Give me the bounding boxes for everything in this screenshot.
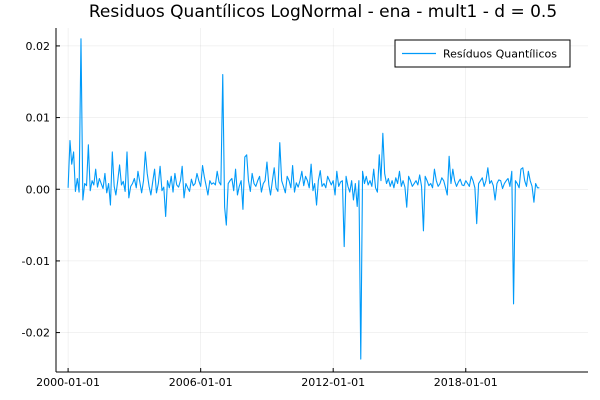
series-layer — [67, 38, 540, 360]
y-tick-label: -0.02 — [22, 327, 50, 340]
chart-title: Residuos Quantílicos LogNormal - ena - m… — [89, 2, 557, 22]
grid — [56, 28, 588, 372]
x-tick-label: 2012-01-01 — [301, 376, 365, 389]
x-tick-label: 2018-01-01 — [434, 376, 498, 389]
legend-label: Resíduos Quantílicos — [443, 48, 557, 61]
x-axis-ticks: 2000-01-01 2006-01-01 2012-01-01 2018-01-01 — [36, 368, 498, 389]
legend: Resíduos Quantílicos — [394, 39, 571, 68]
y-axis-ticks: 0.02 0.01 0.00 -0.01 -0.02 — [22, 40, 60, 340]
y-tick-label: 0.01 — [26, 112, 51, 125]
x-tick-label: 2000-01-01 — [36, 376, 100, 389]
axes — [55, 28, 588, 373]
x-tick-label: 2006-01-01 — [169, 376, 233, 389]
series-line — [67, 38, 540, 360]
y-tick-label: -0.01 — [22, 255, 50, 268]
y-tick-label: 0.00 — [26, 183, 51, 196]
y-tick-label: 0.02 — [26, 40, 51, 53]
